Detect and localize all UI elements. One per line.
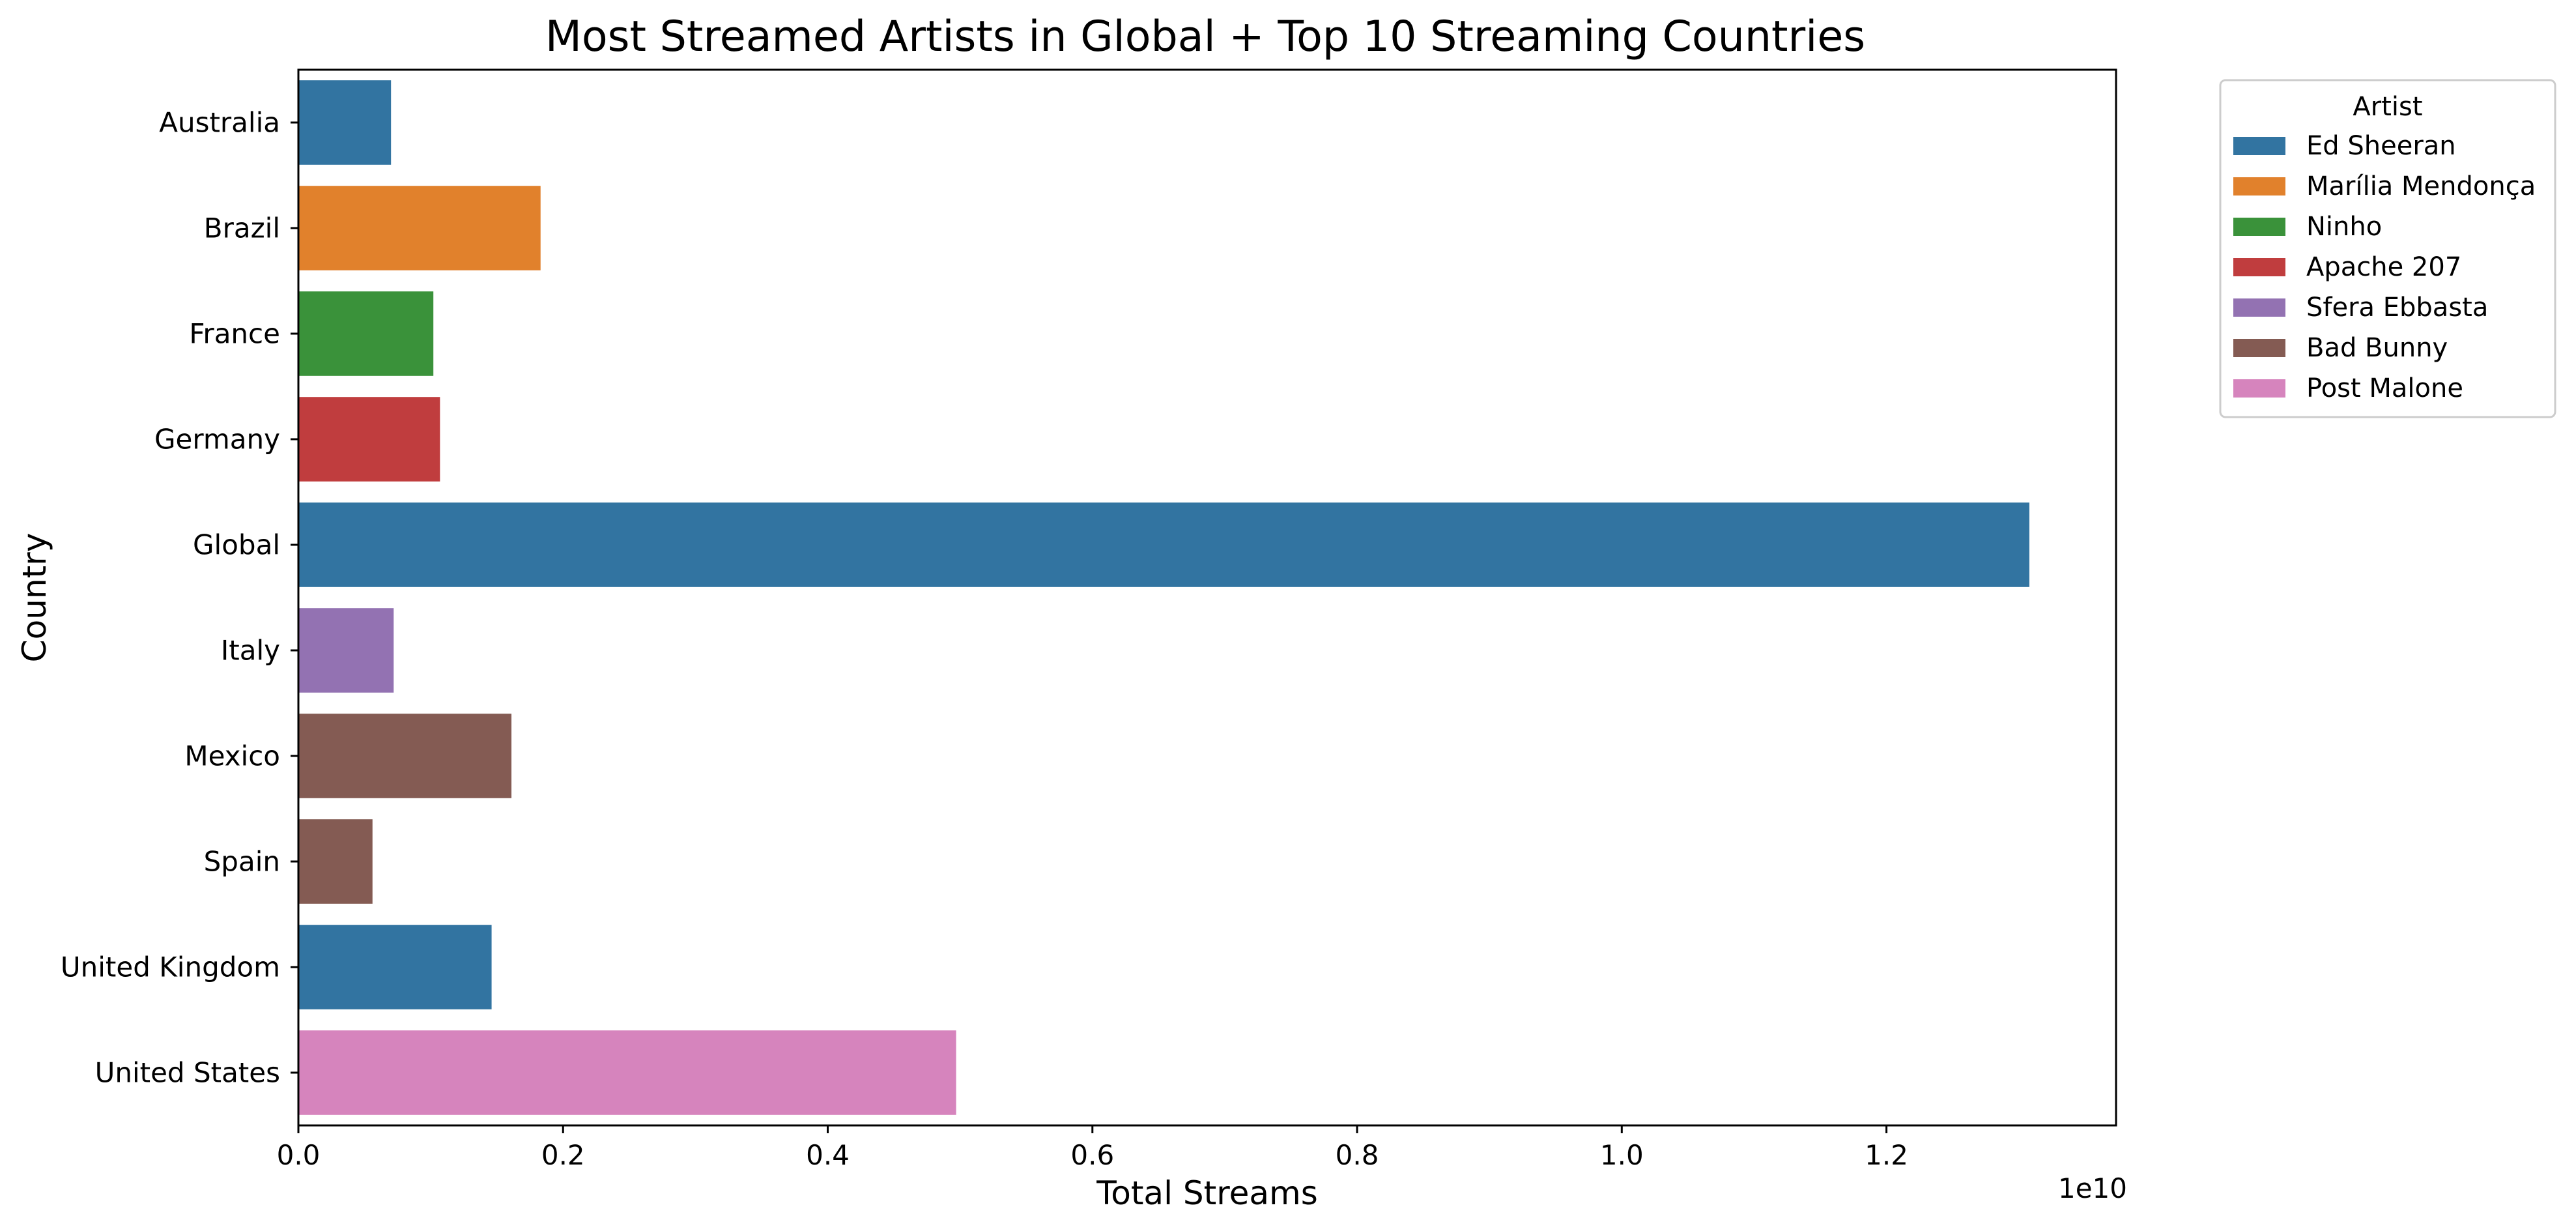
legend-title: Artist: [2353, 92, 2422, 122]
chart-title: Most Streamed Artists in Global + Top 10…: [545, 12, 1865, 61]
bar-mexico: [298, 714, 512, 798]
legend: Artist Ed Sheeran Marília Mendonça Ninho Ap…: [2219, 79, 2556, 418]
y-tick-label: United States: [95, 1057, 280, 1089]
legend-swatch: [2233, 177, 2285, 196]
y-tick-label: Italy: [221, 635, 280, 667]
legend-entries: Ed Sheeran Marília Mendonça Ninho Apache 20…: [2233, 131, 2536, 403]
legend-label: Ninho: [2306, 212, 2382, 242]
y-tick-label: United Kingdom: [61, 951, 280, 983]
bar-brazil: [298, 186, 541, 270]
legend-label: Post Malone: [2306, 373, 2463, 403]
bar-global: [298, 502, 2029, 587]
bar-germany: [298, 397, 440, 482]
y-tick-label: Australia: [159, 107, 280, 139]
y-tick-label: Spain: [204, 846, 280, 878]
legend-label: Sfera Ebbasta: [2306, 293, 2488, 323]
legend-swatch: [2233, 218, 2285, 236]
y-tick-label: Mexico: [184, 740, 280, 772]
legend-frame: [2219, 79, 2556, 418]
bar-united-states: [298, 1030, 956, 1115]
legend-swatch: [2233, 339, 2285, 357]
legend-swatch: [2233, 298, 2285, 317]
x-tick-label: 0.0: [277, 1139, 321, 1171]
y-axis-ticks: Australia Brazil France Germany Global Italy M…: [61, 107, 298, 1089]
x-tick-label: 0.4: [806, 1139, 850, 1171]
bar-united-kingdom: [298, 925, 492, 1009]
x-axis-offset-label: 1e10: [2058, 1172, 2127, 1204]
x-tick-label: 0.6: [1070, 1139, 1114, 1171]
legend-label: Bad Bunny: [2306, 333, 2448, 363]
legend-label: Apache 207: [2306, 252, 2461, 282]
legend-swatch: [2233, 258, 2285, 276]
x-tick-label: 0.2: [541, 1139, 585, 1171]
x-axis-label: Total Streams: [1096, 1174, 1318, 1212]
y-tick-label: Brazil: [204, 212, 280, 244]
y-tick-label: France: [189, 318, 280, 350]
legend-label: Ed Sheeran: [2306, 131, 2456, 161]
y-tick-label: Germany: [154, 424, 280, 456]
y-axis-label: Country: [16, 533, 53, 663]
legend-swatch: [2233, 137, 2285, 155]
legend-label: Marília Mendonça: [2306, 171, 2536, 201]
bar-australia: [298, 80, 392, 165]
x-tick-label: 1.2: [1865, 1139, 1908, 1171]
bar-france: [298, 291, 434, 376]
bar-spain: [298, 819, 373, 904]
x-tick-label: 0.8: [1336, 1139, 1379, 1171]
legend-swatch: [2233, 379, 2285, 398]
bar-italy: [298, 608, 394, 693]
bars-group: [298, 80, 2029, 1115]
x-tick-label: 1.0: [1600, 1139, 1644, 1171]
plot-frame: [297, 68, 2117, 1127]
x-axis-ticks: 0.0 0.2 0.4 0.6 0.8 1.0 1.2: [277, 1125, 1908, 1171]
y-tick-label: Global: [193, 529, 280, 561]
